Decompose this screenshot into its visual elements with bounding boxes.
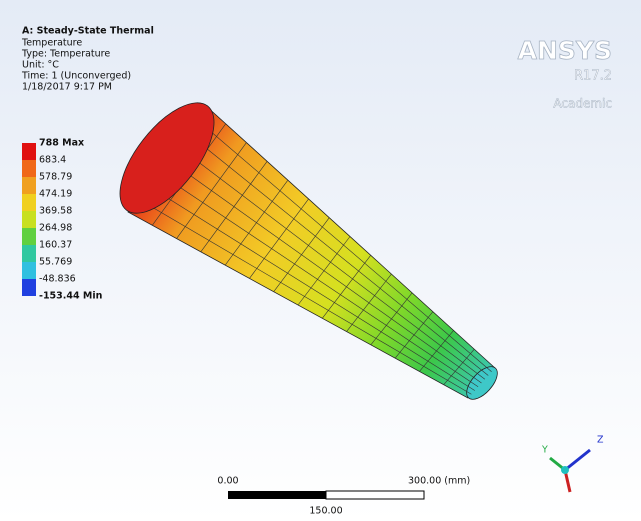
scale-end: 300.00 (mm) xyxy=(408,476,470,487)
legend-label: 788 Max xyxy=(39,138,84,149)
legend-swatch xyxy=(22,228,36,245)
legend-swatch xyxy=(22,279,36,296)
legend-label: 264.98 xyxy=(39,223,72,234)
legend-label: -48.836 xyxy=(39,274,76,285)
header-title: A: Steady-State Thermal xyxy=(22,26,154,37)
scale-start: 0.00 xyxy=(217,476,238,487)
logo-edition: Academic xyxy=(553,97,612,111)
header-line: Time: 1 (Unconverged) xyxy=(21,71,131,82)
triad-center xyxy=(561,466,569,474)
legend-label: 55.769 xyxy=(39,257,72,268)
scale-middle: 150.00 xyxy=(309,506,342,517)
legend-label: 160.37 xyxy=(39,240,72,251)
triad-z: Z xyxy=(597,435,604,446)
legend-swatch xyxy=(22,245,36,262)
viewport: A: Steady-State Thermal Temperature Type… xyxy=(0,0,641,521)
legend-label: 683.4 xyxy=(39,155,66,166)
header-line: Temperature xyxy=(21,38,82,49)
scale-bar-black xyxy=(228,491,326,499)
legend-label: 578.79 xyxy=(39,172,72,183)
page: A: Steady-State Thermal Temperature Type… xyxy=(0,0,641,521)
logo-version: R17.2 xyxy=(574,69,612,84)
legend-swatch xyxy=(22,160,36,177)
legend-label: 369.58 xyxy=(39,206,72,217)
legend-swatch xyxy=(22,211,36,228)
legend-swatch xyxy=(22,177,36,194)
legend-swatch xyxy=(22,262,36,279)
legend-label: -153.44 Min xyxy=(39,291,103,302)
legend-label: 474.19 xyxy=(39,189,72,200)
header-line: 1/18/2017 9:17 PM xyxy=(22,82,112,93)
logo-name: ANSYS xyxy=(518,36,612,65)
triad-y: Y xyxy=(541,445,548,456)
header-line: Type: Temperature xyxy=(21,49,110,60)
header-line: Unit: °C xyxy=(22,60,59,71)
legend-swatch xyxy=(22,194,36,211)
scale-bar-white xyxy=(326,491,424,499)
legend-swatch xyxy=(22,143,36,160)
